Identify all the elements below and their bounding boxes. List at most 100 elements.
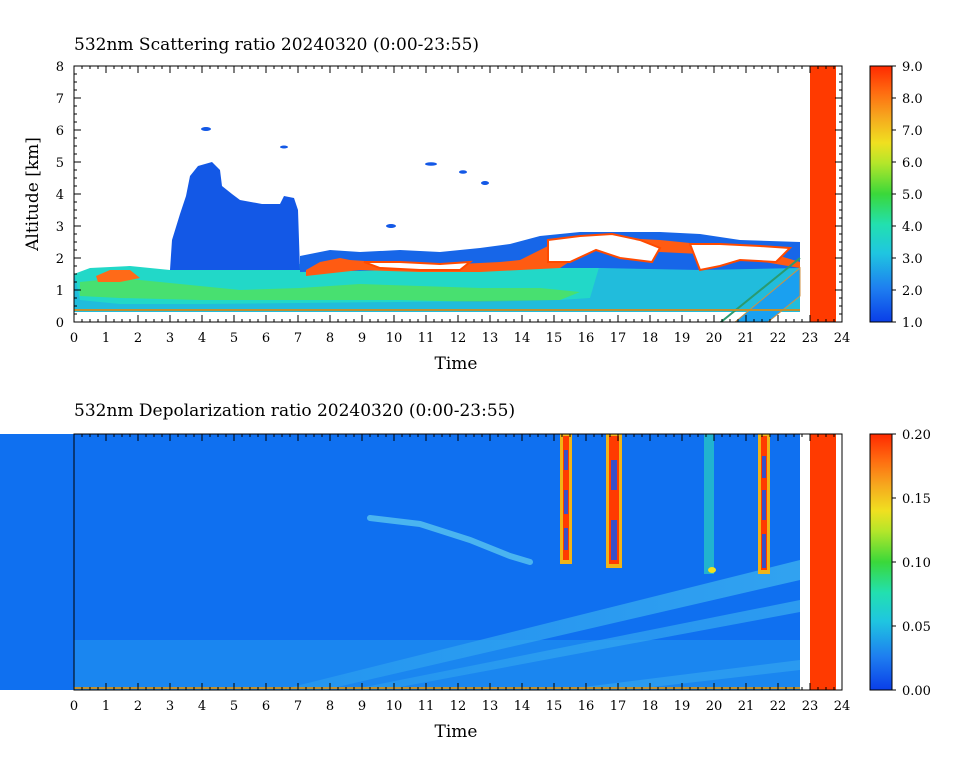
x-tick-label: 13 <box>482 331 499 346</box>
scattering-x-axis: 0 1 2 3 4 5 6 7 8 9 10 11 12 13 14 15 16 17 18 19 20 21 22 23 24 <box>70 66 850 346</box>
boundary-blue <box>74 254 800 312</box>
x-tick-label: 5 <box>230 331 238 346</box>
depolarization-colorbar: 0.00 0.05 0.10 0.15 0.20 <box>869 428 931 699</box>
scattering-xlabel: Time <box>435 354 478 374</box>
artifact-line <box>719 257 801 322</box>
y-tick-label: 3 <box>56 220 64 235</box>
saturated-patch-3 <box>363 260 474 271</box>
saturated-patch-1 <box>547 232 662 264</box>
colorbar-tick-label: 4.0 <box>902 220 923 235</box>
colorbar-tick-label: 1.0 <box>902 316 923 331</box>
colorbar-tick-label: 0.00 <box>902 684 931 699</box>
colorbar-tick-label: 8.0 <box>902 92 923 107</box>
aerosol-streak <box>367 515 533 565</box>
y-tick-label: 1 <box>56 284 64 299</box>
saturated-patch-2 <box>688 243 793 272</box>
x-tick-label: 16 <box>578 699 595 714</box>
x-tick-label: 7 <box>294 699 302 714</box>
depolarization-xlabel: Time <box>435 722 478 742</box>
y-tick-label: 0 <box>56 316 64 331</box>
colorbar-tick-label: 3.0 <box>902 252 923 267</box>
depol-spot <box>708 567 716 573</box>
high-cloud-4 <box>459 170 467 174</box>
cloud-mass <box>170 162 300 270</box>
colorbar-tick-label: 0.10 <box>902 556 931 571</box>
high-cloud-3 <box>425 162 437 166</box>
x-tick-label: 10 <box>386 699 403 714</box>
x-tick-label: 6 <box>262 699 270 714</box>
x-tick-label: 15 <box>546 331 563 346</box>
y-tick-label: 5 <box>56 156 64 171</box>
scattering-title: 532nm Scattering ratio 20240320 (0:00-23… <box>74 35 479 55</box>
x-tick-label: 13 <box>482 699 499 714</box>
beam-artifact-3 <box>560 660 800 690</box>
x-tick-label: 21 <box>738 331 755 346</box>
depolarization-plot-area <box>0 434 836 690</box>
depolarization-colorbar-fill <box>869 433 893 691</box>
x-tick-label: 18 <box>642 699 659 714</box>
colorbar-tick-label: 9.0 <box>902 60 923 75</box>
beam-artifact-2 <box>350 600 800 690</box>
y-tick-label: 2 <box>56 252 64 267</box>
x-tick-label: 6 <box>262 331 270 346</box>
x-tick-label: 12 <box>450 331 467 346</box>
high-cloud-1 <box>201 127 211 131</box>
depol-column-1 <box>560 434 572 564</box>
depolarization-x-axis: 0 1 2 3 4 5 6 7 8 9 10 11 12 13 14 15 16 17 18 19 20 21 22 23 24 <box>70 434 850 714</box>
enhanced-band-left <box>96 270 140 282</box>
x-tick-label: 2 <box>134 699 142 714</box>
depol-missing-column <box>810 434 836 690</box>
x-tick-label: 4 <box>198 699 206 714</box>
x-tick-label: 4 <box>198 331 206 346</box>
x-tick-label: 23 <box>802 331 819 346</box>
x-tick-label: 24 <box>834 331 851 346</box>
x-tick-label: 12 <box>450 699 467 714</box>
y-tick-label: 7 <box>56 92 64 107</box>
depol-column-4 <box>704 434 714 574</box>
beam-artifact-1 <box>280 560 800 690</box>
x-tick-label: 1 <box>102 699 110 714</box>
x-tick-label: 17 <box>610 699 627 714</box>
x-tick-label: 8 <box>326 699 334 714</box>
x-tick-label: 19 <box>674 331 691 346</box>
x-tick-label: 0 <box>70 331 78 346</box>
x-tick-label: 5 <box>230 699 238 714</box>
x-tick-label: 24 <box>834 699 851 714</box>
x-tick-label: 22 <box>770 331 787 346</box>
scattering-colorbar-fill <box>869 65 893 323</box>
y-tick-label: 4 <box>56 188 64 203</box>
x-tick-label: 11 <box>418 699 435 714</box>
depol-column-2 <box>606 434 622 568</box>
high-cloud-2 <box>280 145 288 149</box>
colorbar-tick-label: 0.20 <box>902 428 931 443</box>
x-tick-label: 15 <box>546 699 563 714</box>
x-tick-label: 0 <box>70 699 78 714</box>
colorbar-tick-label: 0.05 <box>902 620 931 635</box>
x-tick-label: 23 <box>802 699 819 714</box>
x-tick-label: 3 <box>166 331 174 346</box>
x-tick-label: 22 <box>770 699 787 714</box>
x-tick-label: 16 <box>578 331 595 346</box>
x-tick-label: 9 <box>358 331 366 346</box>
colorbar-tick-label: 7.0 <box>902 124 923 139</box>
x-tick-label: 2 <box>134 331 142 346</box>
scattering-y-axis: 0 1 2 3 4 5 6 7 8 <box>56 60 842 331</box>
y-tick-label: 8 <box>56 60 64 75</box>
scattering-plot-area <box>74 66 836 322</box>
x-tick-label: 14 <box>514 699 531 714</box>
aerosol-core <box>80 278 580 302</box>
x-tick-label: 9 <box>358 699 366 714</box>
x-tick-label: 21 <box>738 699 755 714</box>
depolarization-title: 532nm Depolarization ratio 20240320 (0:0… <box>74 401 515 421</box>
artifact-band <box>734 266 801 322</box>
x-tick-label: 18 <box>642 331 659 346</box>
x-tick-label: 8 <box>326 331 334 346</box>
depolarization-panel: 532nm Depolarization ratio 20240320 (0:0… <box>0 401 931 742</box>
x-tick-label: 20 <box>706 331 723 346</box>
x-tick-label: 1 <box>102 331 110 346</box>
x-tick-label: 14 <box>514 331 531 346</box>
x-tick-label: 11 <box>418 331 435 346</box>
depol-column-3 <box>758 434 770 574</box>
x-tick-label: 3 <box>166 699 174 714</box>
